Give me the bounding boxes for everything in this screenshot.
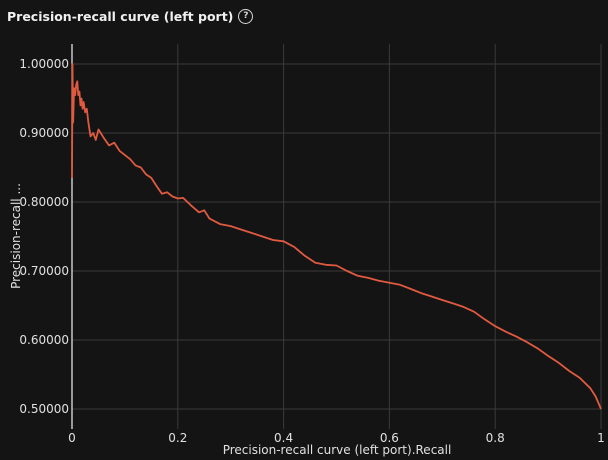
label-layer: 0 0.2 0.4 0.6 0.8 1 0.50000 0.60000 0.70000 0.800…: [19, 57, 604, 445]
panel-title: Precision-recall curve (left port): [7, 8, 234, 24]
x-tick-label: 0: [68, 431, 76, 445]
y-tick-label: 0.80000: [19, 195, 69, 209]
panel-header: Precision-recall curve (left port) ?: [7, 6, 254, 26]
pr-curve-line: [71, 63, 602, 410]
y-tick-label: 0.90000: [19, 126, 69, 140]
x-tick-label: 0.8: [486, 431, 505, 445]
y-axis-title: Precision-recall ...: [9, 183, 23, 289]
question-circle-icon[interactable]: ?: [238, 8, 254, 24]
x-tick-label: 0.6: [380, 431, 399, 445]
x-axis-title: Precision-recall curve (left port).Recal…: [223, 443, 452, 457]
x-tick-label: 0.4: [274, 431, 293, 445]
y-tick-label: 0.70000: [19, 264, 69, 278]
series-layer: [71, 63, 602, 410]
y-tick-label: 0.60000: [19, 333, 69, 347]
x-tick-label: 0.2: [168, 431, 187, 445]
x-tick-label: 1: [597, 431, 605, 445]
y-tick-label: 1.00000: [19, 57, 69, 71]
y-tick-label: 0.50000: [19, 402, 69, 416]
grid-layer: [72, 44, 602, 429]
